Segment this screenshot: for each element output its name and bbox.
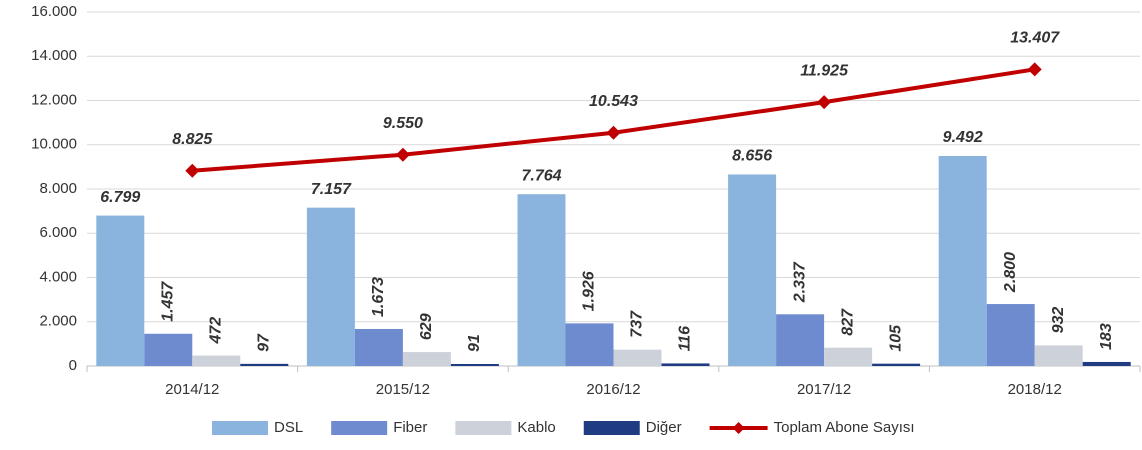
- bar: [96, 215, 145, 366]
- bar: [402, 352, 451, 366]
- y-tick-label: 6.000: [39, 224, 77, 241]
- value-label: 116: [677, 326, 694, 352]
- x-tick-label: 2016/12: [586, 381, 640, 398]
- line-marker: [395, 147, 410, 162]
- value-label: 2.337: [791, 261, 808, 303]
- x-tick-label: 2018/12: [1008, 381, 1062, 398]
- legend-swatch: [455, 421, 512, 435]
- x-tick-label: 2015/12: [376, 381, 430, 398]
- bar: [354, 328, 403, 366]
- value-label: 9.492: [943, 129, 983, 146]
- bar: [613, 349, 662, 366]
- x-tick-label: 2014/12: [165, 381, 219, 398]
- bar: [728, 174, 777, 366]
- value-label: 105: [887, 324, 904, 352]
- legend-swatch: [583, 421, 640, 435]
- value-label: 183: [1098, 323, 1115, 350]
- legend-label: Kablo: [517, 419, 555, 436]
- line-marker: [606, 125, 621, 140]
- bar: [1034, 345, 1083, 366]
- value-label: 11.925: [800, 62, 849, 79]
- bar: [240, 363, 289, 366]
- value-label: 7.157: [311, 181, 352, 198]
- y-tick-label: 4.000: [39, 268, 77, 285]
- value-label: 13.407: [1010, 30, 1060, 47]
- bar: [565, 323, 614, 366]
- y-tick-label: 2.000: [39, 313, 77, 330]
- y-tick-label: 0: [69, 357, 77, 374]
- y-tick-label: 16.000: [31, 3, 77, 20]
- bar: [450, 363, 499, 366]
- line-marker: [817, 95, 832, 110]
- value-label: 8.825: [172, 131, 213, 148]
- value-label: 932: [1050, 307, 1067, 334]
- value-label: 1.457: [160, 281, 177, 322]
- value-label: 9.550: [383, 115, 423, 132]
- value-label: 91: [466, 334, 483, 352]
- value-label: 6.799: [100, 189, 140, 206]
- value-label: 1.926: [581, 271, 598, 311]
- value-label: 629: [418, 313, 435, 340]
- value-label: 1.673: [370, 277, 387, 317]
- y-tick-label: 14.000: [31, 47, 77, 64]
- y-tick-label: 12.000: [31, 91, 77, 108]
- bar: [1082, 361, 1131, 366]
- value-label: 737: [629, 310, 646, 338]
- bar: [517, 194, 566, 366]
- legend-label: Fiber: [393, 419, 427, 436]
- bar: [192, 355, 241, 366]
- legend-label: Toplam Abone Sayısı: [774, 419, 915, 436]
- value-label: 97: [256, 333, 273, 352]
- value-label: 2.800: [1002, 252, 1019, 293]
- value-label: 8.656: [732, 148, 772, 165]
- legend-swatch: [732, 422, 745, 434]
- legend-swatch: [331, 421, 388, 435]
- y-tick-label: 8.000: [39, 180, 77, 197]
- line-marker: [1027, 62, 1042, 77]
- value-label: 472: [208, 317, 225, 345]
- legend-label: Diğer: [646, 419, 682, 436]
- bar: [872, 363, 921, 366]
- legend-swatch: [212, 421, 268, 435]
- bar: [986, 304, 1035, 366]
- bar: [776, 314, 825, 366]
- x-tick-label: 2017/12: [797, 381, 851, 398]
- bar: [144, 333, 193, 366]
- value-label: 7.764: [521, 167, 561, 184]
- bar: [938, 155, 987, 366]
- bar: [824, 347, 873, 366]
- value-label: 827: [839, 308, 856, 336]
- bar: [661, 363, 710, 366]
- legend-label: DSL: [274, 419, 303, 436]
- y-tick-label: 10.000: [31, 136, 77, 153]
- value-label: 10.543: [589, 93, 638, 110]
- line: [192, 67, 1036, 173]
- bar: [306, 207, 355, 366]
- line-marker: [185, 163, 200, 178]
